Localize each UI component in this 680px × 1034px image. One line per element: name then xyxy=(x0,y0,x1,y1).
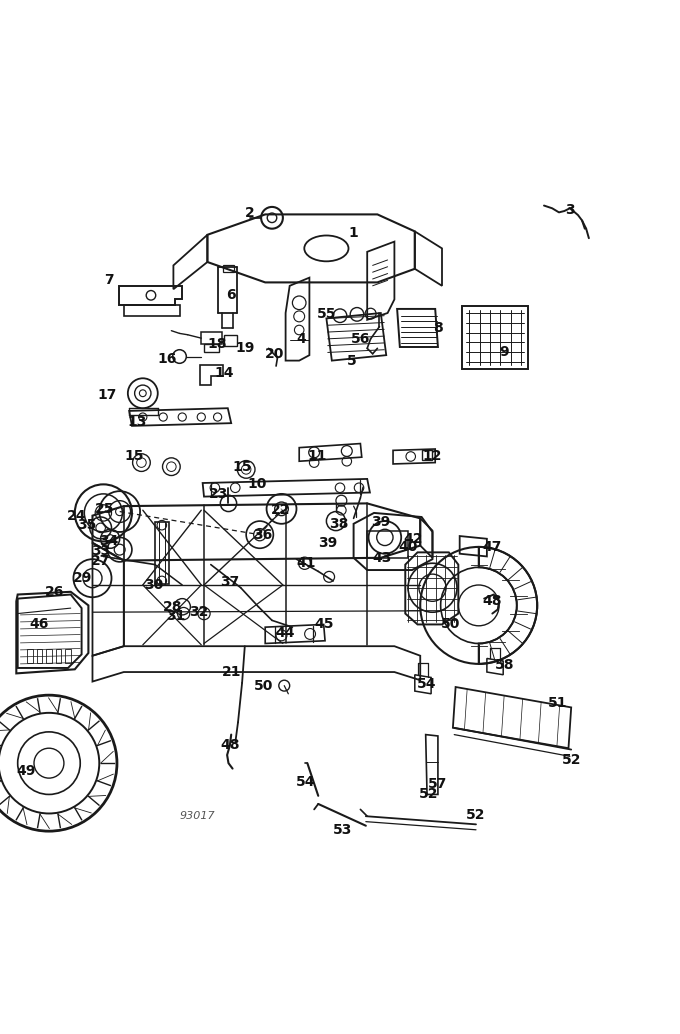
Bar xyxy=(201,332,222,344)
Text: 30: 30 xyxy=(144,578,163,592)
Text: 27: 27 xyxy=(91,553,110,568)
Text: 48: 48 xyxy=(220,738,239,753)
Text: 40: 40 xyxy=(398,540,418,554)
Text: 10: 10 xyxy=(248,478,267,491)
Text: 51: 51 xyxy=(548,696,567,710)
Text: 7: 7 xyxy=(104,273,114,287)
Text: 15: 15 xyxy=(233,460,252,474)
Bar xyxy=(223,266,234,272)
Text: 20: 20 xyxy=(265,346,284,361)
Text: 37: 37 xyxy=(220,575,239,589)
Text: 9: 9 xyxy=(500,345,509,360)
Text: 31: 31 xyxy=(166,609,185,624)
Text: 21: 21 xyxy=(222,665,241,679)
Text: 47: 47 xyxy=(483,540,502,554)
Bar xyxy=(46,649,52,663)
Text: 38: 38 xyxy=(329,517,348,530)
Text: 25: 25 xyxy=(95,501,114,516)
Text: 41: 41 xyxy=(296,556,316,570)
Text: 24: 24 xyxy=(67,509,86,522)
Text: 55: 55 xyxy=(317,307,336,322)
Text: 53: 53 xyxy=(333,823,352,837)
Text: 58: 58 xyxy=(495,659,514,672)
Text: 22: 22 xyxy=(271,504,290,517)
Text: 2: 2 xyxy=(245,206,255,220)
Bar xyxy=(56,649,61,663)
Text: 39: 39 xyxy=(318,536,337,550)
Text: 42: 42 xyxy=(404,531,423,546)
Text: 23: 23 xyxy=(209,487,228,500)
Text: 33: 33 xyxy=(91,544,110,558)
Text: 12: 12 xyxy=(423,449,442,463)
Text: 3: 3 xyxy=(565,203,575,217)
Text: 48: 48 xyxy=(483,595,502,608)
Text: 1: 1 xyxy=(349,225,358,240)
Text: 93017: 93017 xyxy=(180,812,215,821)
Bar xyxy=(224,335,237,345)
Text: 29: 29 xyxy=(73,571,92,585)
Text: 52: 52 xyxy=(419,788,438,801)
Text: 14: 14 xyxy=(215,366,234,379)
Text: 6: 6 xyxy=(226,288,236,302)
Bar xyxy=(204,343,219,353)
Bar xyxy=(367,530,408,557)
Text: 44: 44 xyxy=(276,626,295,640)
Text: 15: 15 xyxy=(125,449,144,463)
Text: 34: 34 xyxy=(99,535,118,548)
Text: 54: 54 xyxy=(296,776,316,789)
Text: 56: 56 xyxy=(351,332,370,345)
Text: 35: 35 xyxy=(78,518,97,533)
Text: 18: 18 xyxy=(208,337,227,352)
Text: 49: 49 xyxy=(16,764,35,779)
Text: 11: 11 xyxy=(307,449,326,463)
Text: 57: 57 xyxy=(428,777,447,791)
Text: 13: 13 xyxy=(128,415,147,429)
Text: 43: 43 xyxy=(373,551,392,565)
Text: 5: 5 xyxy=(347,354,357,368)
Bar xyxy=(462,306,528,369)
Bar xyxy=(422,451,432,460)
Text: 16: 16 xyxy=(158,353,177,366)
Text: 45: 45 xyxy=(314,617,333,632)
Text: 19: 19 xyxy=(235,341,254,356)
Text: 46: 46 xyxy=(30,617,49,632)
Text: 50: 50 xyxy=(441,617,460,632)
Text: 52: 52 xyxy=(562,754,581,767)
Text: 39: 39 xyxy=(371,515,390,529)
Bar xyxy=(37,649,42,663)
Text: 8: 8 xyxy=(433,321,443,335)
Text: 52: 52 xyxy=(466,808,486,822)
Text: 28: 28 xyxy=(163,600,182,614)
Text: 26: 26 xyxy=(45,585,64,599)
Text: 17: 17 xyxy=(98,388,117,401)
Text: 4: 4 xyxy=(296,332,306,345)
Text: 50: 50 xyxy=(254,678,273,693)
Text: 54: 54 xyxy=(418,677,437,692)
Text: 32: 32 xyxy=(189,605,208,619)
Bar xyxy=(65,649,71,663)
Bar xyxy=(27,649,33,663)
Text: 36: 36 xyxy=(253,527,272,542)
